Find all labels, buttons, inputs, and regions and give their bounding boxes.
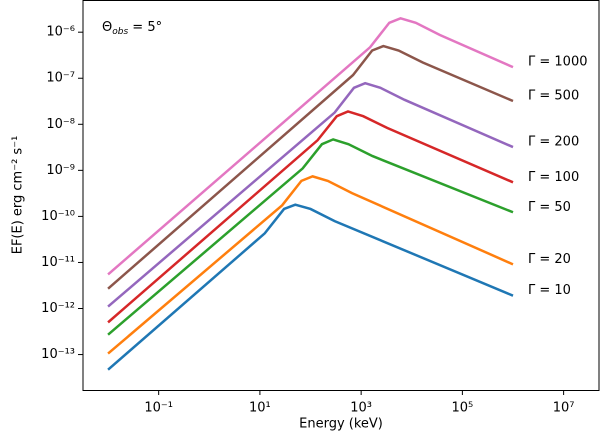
y-axis-label: EF(E) erg cm⁻² s⁻¹ (11, 136, 26, 255)
x-axis-label: Energy (keV) (299, 417, 383, 432)
annotation-subscript: obs (112, 27, 128, 37)
annotation-text: = 5° (128, 20, 162, 35)
x-tick-label: 10⁵ (451, 401, 473, 416)
series-line (107, 175, 514, 355)
y-tick-label: 10⁻⁶ (46, 25, 75, 40)
x-tick-label: 10³ (350, 401, 372, 416)
y-tick-label: 10⁻¹¹ (41, 255, 75, 270)
annotation-symbol: Θ (102, 20, 112, 35)
legend-label: Γ = 200 (528, 135, 579, 150)
x-tick-label: 10¹ (249, 401, 271, 416)
y-tick-label: 10⁻¹² (41, 301, 75, 316)
y-tick-label: 10⁻⁷ (46, 71, 75, 86)
x-tick-label: 10⁷ (553, 401, 575, 416)
series-line (107, 44, 514, 290)
plot-frame (82, 0, 600, 391)
x-tick-label: 10⁻¹ (144, 401, 173, 416)
series-line (107, 203, 514, 371)
legend-label: Γ = 1000 (528, 55, 587, 70)
series-line (107, 138, 514, 336)
y-tick-label: 10⁻⁸ (46, 117, 75, 132)
legend-label: Γ = 500 (528, 89, 579, 104)
annotation: Θobs = 5° (102, 20, 162, 37)
y-tick-label: 10⁻⁹ (46, 163, 75, 178)
series-line (107, 81, 514, 308)
y-tick-label: 10⁻¹³ (41, 347, 75, 362)
series-line (107, 17, 514, 276)
legend-label: Γ = 10 (528, 283, 571, 298)
series-line (107, 110, 514, 324)
legend-label: Γ = 20 (528, 252, 571, 267)
y-tick-label: 10⁻¹⁰ (41, 209, 75, 224)
legend-label: Γ = 100 (528, 170, 579, 185)
legend-label: Γ = 50 (528, 200, 571, 215)
